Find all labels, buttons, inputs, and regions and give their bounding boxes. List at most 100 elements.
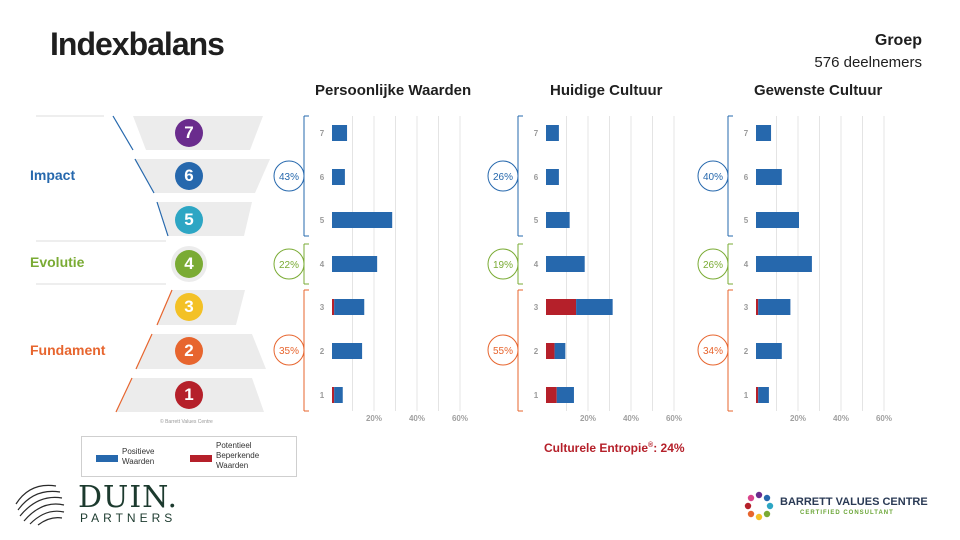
desired-bar-positive (758, 387, 769, 403)
duin-partners-text: PARTNERS (80, 511, 177, 525)
personal-category-label: 1 (320, 391, 325, 400)
band-3-edge (156, 289, 173, 326)
current-category-label: 6 (534, 173, 539, 182)
current-evolutie-pct-circle (487, 248, 519, 280)
level-6-circle: 6 (175, 162, 203, 190)
desired-category-label: 6 (744, 173, 749, 182)
legend: Positieve Waarden Potentieel Beperkende … (81, 436, 297, 477)
current-evolutie-pct-label: 19% (493, 260, 513, 271)
personal-category-label: 2 (320, 347, 325, 356)
level-1-circle: 1 (175, 381, 203, 409)
desired-bar-limiting (756, 387, 759, 403)
legend-limiting-swatch (190, 455, 212, 462)
copyright-notice: © Barrett Values Centre (160, 419, 213, 425)
band-6-edge (134, 158, 155, 194)
fundament-label: Fundament (30, 342, 106, 358)
desired-bar-limiting (756, 299, 759, 315)
desired-evolutie-pct-circle (697, 248, 729, 280)
current-category-label: 7 (534, 129, 539, 138)
personal-bar-positive (332, 343, 363, 359)
personal-category-label: 6 (320, 173, 325, 182)
chart-title-desired: Gewenste Cultuur (754, 82, 883, 99)
personal-category-label: 3 (320, 303, 325, 312)
current-bar-positive (546, 125, 559, 141)
index-balance-charts: 20% 40% 60% 43% 22% 35% 7 6 5 4 3 2 1 20% 40% 60% 26% 19%… (273, 115, 892, 423)
duin-logo-text: DUIN. (78, 480, 179, 515)
current-bar-limiting (546, 387, 557, 403)
current-bar-positive (576, 299, 613, 315)
personal-category-label: 4 (320, 260, 325, 269)
desired-evolutie-pct-label: 26% (703, 260, 723, 271)
desired-category-label: 2 (744, 347, 749, 356)
band-1-edge (115, 377, 133, 413)
personal-evolutie-pct-circle (273, 248, 305, 280)
current-bar-positive (546, 169, 559, 185)
personal-category-label: 5 (320, 216, 325, 225)
desired-category-label: 1 (744, 391, 749, 400)
desired-category-label: 4 (744, 260, 749, 269)
current-xtick-label: 20% (580, 414, 596, 423)
evolutie-label: Evolutie (30, 254, 85, 270)
participants-count: 576 deelnemers (814, 54, 922, 71)
desired-bar-positive (758, 299, 791, 315)
level-2-circle: 2 (175, 337, 203, 365)
band-7-edge (112, 115, 134, 151)
current-bar-positive (554, 343, 566, 359)
entropy-value: : 24% (653, 441, 685, 455)
current-bar-positive (546, 212, 570, 228)
current-xtick-label: 40% (623, 414, 639, 423)
desired-xtick-label: 20% (790, 414, 806, 423)
personal-xtick-label: 20% (366, 414, 382, 423)
barrett-logo-text: BARRETT VALUES CENTRE (780, 496, 928, 508)
desired-bar-positive (756, 343, 782, 359)
current-category-label: 2 (534, 347, 539, 356)
current-bar-limiting (546, 343, 555, 359)
legend-positive-swatch (96, 455, 118, 462)
current-category-label: 4 (534, 260, 539, 269)
impact-label: Impact (30, 167, 76, 183)
current-bar-limiting (546, 299, 577, 315)
level-4-circle: 4 (175, 250, 203, 278)
barrett-certified-text: CERTIFIED CONSULTANT (800, 510, 894, 516)
personal-xtick-label: 60% (452, 414, 468, 423)
legend-positive-label: Positieve Waarden (122, 447, 155, 466)
desired-impact-pct-circle (697, 160, 729, 192)
level-7-circle: 7 (175, 119, 203, 147)
desired-bar-positive (756, 212, 799, 228)
entropy-mark: ® (648, 442, 654, 449)
personal-bar-positive (332, 256, 378, 272)
personal-evolutie-pct-label: 22% (279, 260, 299, 271)
personal-impact-pct-circle (273, 160, 305, 192)
entropy-prefix: Culturele Entropie (544, 441, 649, 455)
current-category-label: 5 (534, 216, 539, 225)
chart-title-current: Huidige Cultuur (550, 82, 663, 99)
legend-limiting-label: Potentieel Beperkende Waarden (216, 441, 260, 470)
personal-impact-pct-label: 43% (279, 172, 299, 183)
current-category-label: 1 (534, 391, 539, 400)
personal-bar-positive (332, 212, 393, 228)
current-fundament-pct-circle (487, 334, 519, 366)
desired-category-label: 3 (744, 303, 749, 312)
current-fundament-pct-label: 55% (493, 346, 513, 357)
personal-bar-limiting (332, 299, 335, 315)
chart-title-personal: Persoonlijke Waarden (315, 82, 472, 99)
current-bar-positive (546, 256, 585, 272)
group-label: Groep (874, 32, 922, 49)
personal-bar-positive (332, 125, 348, 141)
desired-bar-positive (756, 125, 772, 141)
band-2-edge (135, 333, 153, 370)
personal-fundament-pct-label: 35% (279, 346, 299, 357)
level-5-circle: 5 (175, 206, 203, 234)
current-category-label: 3 (534, 303, 539, 312)
personal-bar-positive (334, 299, 365, 315)
personal-bar-positive (332, 169, 345, 185)
current-impact-pct-circle (487, 160, 519, 192)
desired-fundament-pct-circle (697, 334, 729, 366)
desired-bar-positive (756, 169, 782, 185)
personal-fundament-pct-circle (273, 334, 305, 366)
desired-xtick-label: 60% (876, 414, 892, 423)
personal-bar-positive (334, 387, 343, 403)
desired-fundament-pct-label: 34% (703, 346, 723, 357)
desired-category-label: 5 (744, 216, 749, 225)
personal-bar-limiting (332, 387, 335, 403)
